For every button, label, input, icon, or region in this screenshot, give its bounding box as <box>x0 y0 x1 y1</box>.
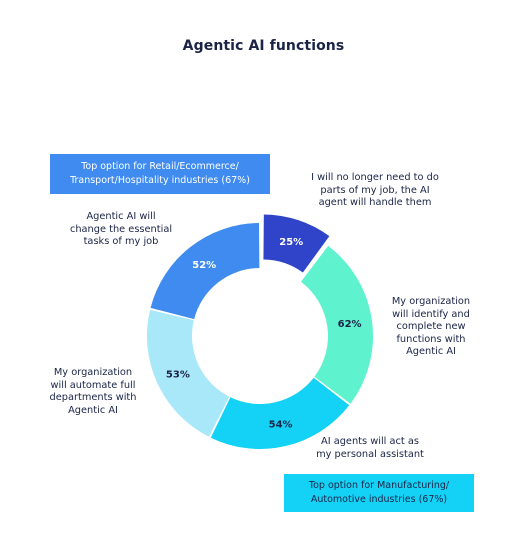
category-label-1-line-0: My organization <box>391 296 471 307</box>
value-label-0: 25% <box>279 237 303 248</box>
callout-retail: Top option for Retail/Ecommerce/ Transpo… <box>50 154 270 194</box>
category-label-4: Agentic AI will change the essential tas… <box>66 211 176 249</box>
category-label-1-line-2: complete new <box>396 321 466 332</box>
chart-title: Agentic AI functions <box>182 38 345 54</box>
category-label-1-line-1: will identify and <box>392 308 470 320</box>
callout-manufacturing-line-2: Automotive industries (67%) <box>310 494 448 505</box>
category-label-4-line-2: tasks of my job <box>83 236 159 247</box>
category-label-3-line-1: will automate full <box>50 379 136 391</box>
category-label-1-line-4: Agentic AI <box>406 346 456 357</box>
category-label-4-line-1: change the essential <box>69 223 173 235</box>
category-label-1: My organization will identify and comple… <box>376 296 486 359</box>
value-label-4: 52% <box>192 260 216 271</box>
value-label-3: 53% <box>166 370 190 381</box>
category-label-0-line-2: agent will handle them <box>318 197 432 208</box>
donut-slice-2 <box>210 377 350 450</box>
donut-slice-0 <box>263 214 330 273</box>
category-label-3-line-2: departments with <box>49 392 137 403</box>
category-label-1-line-3: functions with <box>396 333 466 345</box>
callout-manufacturing: Top option for Manufacturing/ Automotive… <box>284 474 474 512</box>
donut-slice-4 <box>150 223 260 320</box>
category-label-0: I will no longer need to do parts of my … <box>290 172 460 210</box>
callout-manufacturing-line-1: Top option for Manufacturing/ <box>308 480 450 491</box>
category-label-0-line-1: parts of my job, the AI <box>320 184 430 196</box>
category-label-2-line-0: AI agents will act as <box>321 436 419 447</box>
category-label-2: AI agents will act as my personal assist… <box>290 436 450 461</box>
callout-retail-line-2: Transport/Hospitality industries (67%) <box>70 175 250 186</box>
donut-slice-3 <box>147 309 230 437</box>
category-label-3-line-3: Agentic AI <box>68 404 118 416</box>
callout-retail-line-1: Top option for Retail/Ecommerce/ <box>81 161 239 172</box>
category-label-4-line-0: Agentic AI will <box>86 211 156 222</box>
category-label-3-line-0: My organization <box>53 367 133 378</box>
value-label-1: 62% <box>338 319 362 330</box>
category-label-3: My organization will automate full depar… <box>28 367 158 417</box>
donut-slice-1 <box>301 245 373 404</box>
value-label-2: 54% <box>269 420 293 431</box>
category-label-0-line-0: I will no longer need to do <box>311 172 439 183</box>
category-label-2-line-1: my personal assistant <box>316 448 424 460</box>
